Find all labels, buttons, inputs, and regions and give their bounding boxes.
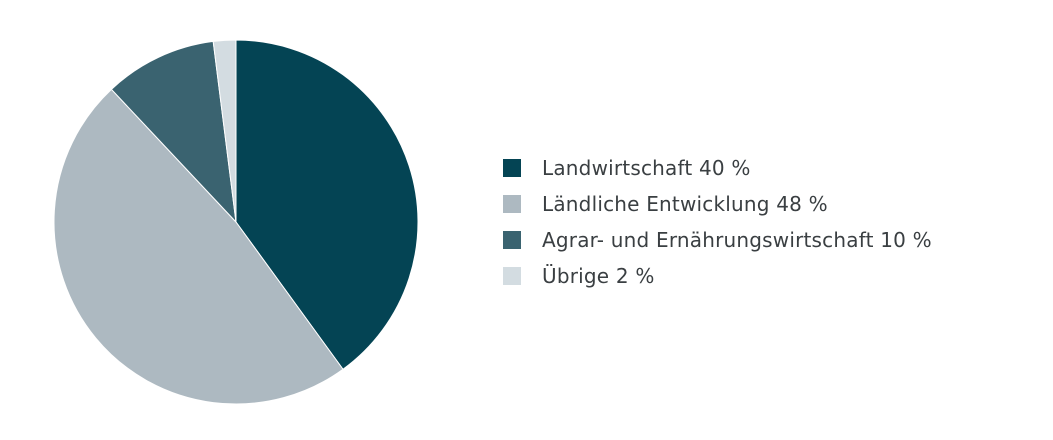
legend-swatch: [503, 267, 521, 285]
legend-label: Agrar- und Ernährungswirtschaft 10 %: [542, 228, 932, 252]
pie-slice-2: [110, 40, 237, 224]
legend-item: Übrige 2 %: [503, 258, 1023, 294]
legend: Landwirtschaft 40 % Ländliche Entwicklung…: [503, 150, 1023, 294]
legend-swatch: [503, 159, 521, 177]
legend-item: Ländliche Entwicklung 48 %: [503, 186, 1023, 222]
legend-swatch: [503, 195, 521, 213]
legend-label: Landwirtschaft 40 %: [542, 156, 751, 180]
legend-item: Agrar- und Ernährungswirtschaft 10 %: [503, 222, 1023, 258]
pie-slice-0: [235, 39, 419, 370]
pie-slice-3: [212, 39, 237, 223]
legend-item: Landwirtschaft 40 %: [503, 150, 1023, 186]
legend-swatch: [503, 231, 521, 249]
legend-label: Ländliche Entwicklung 48 %: [542, 192, 828, 216]
pie-slice-1: [53, 88, 344, 405]
legend-label: Übrige 2 %: [542, 264, 655, 288]
